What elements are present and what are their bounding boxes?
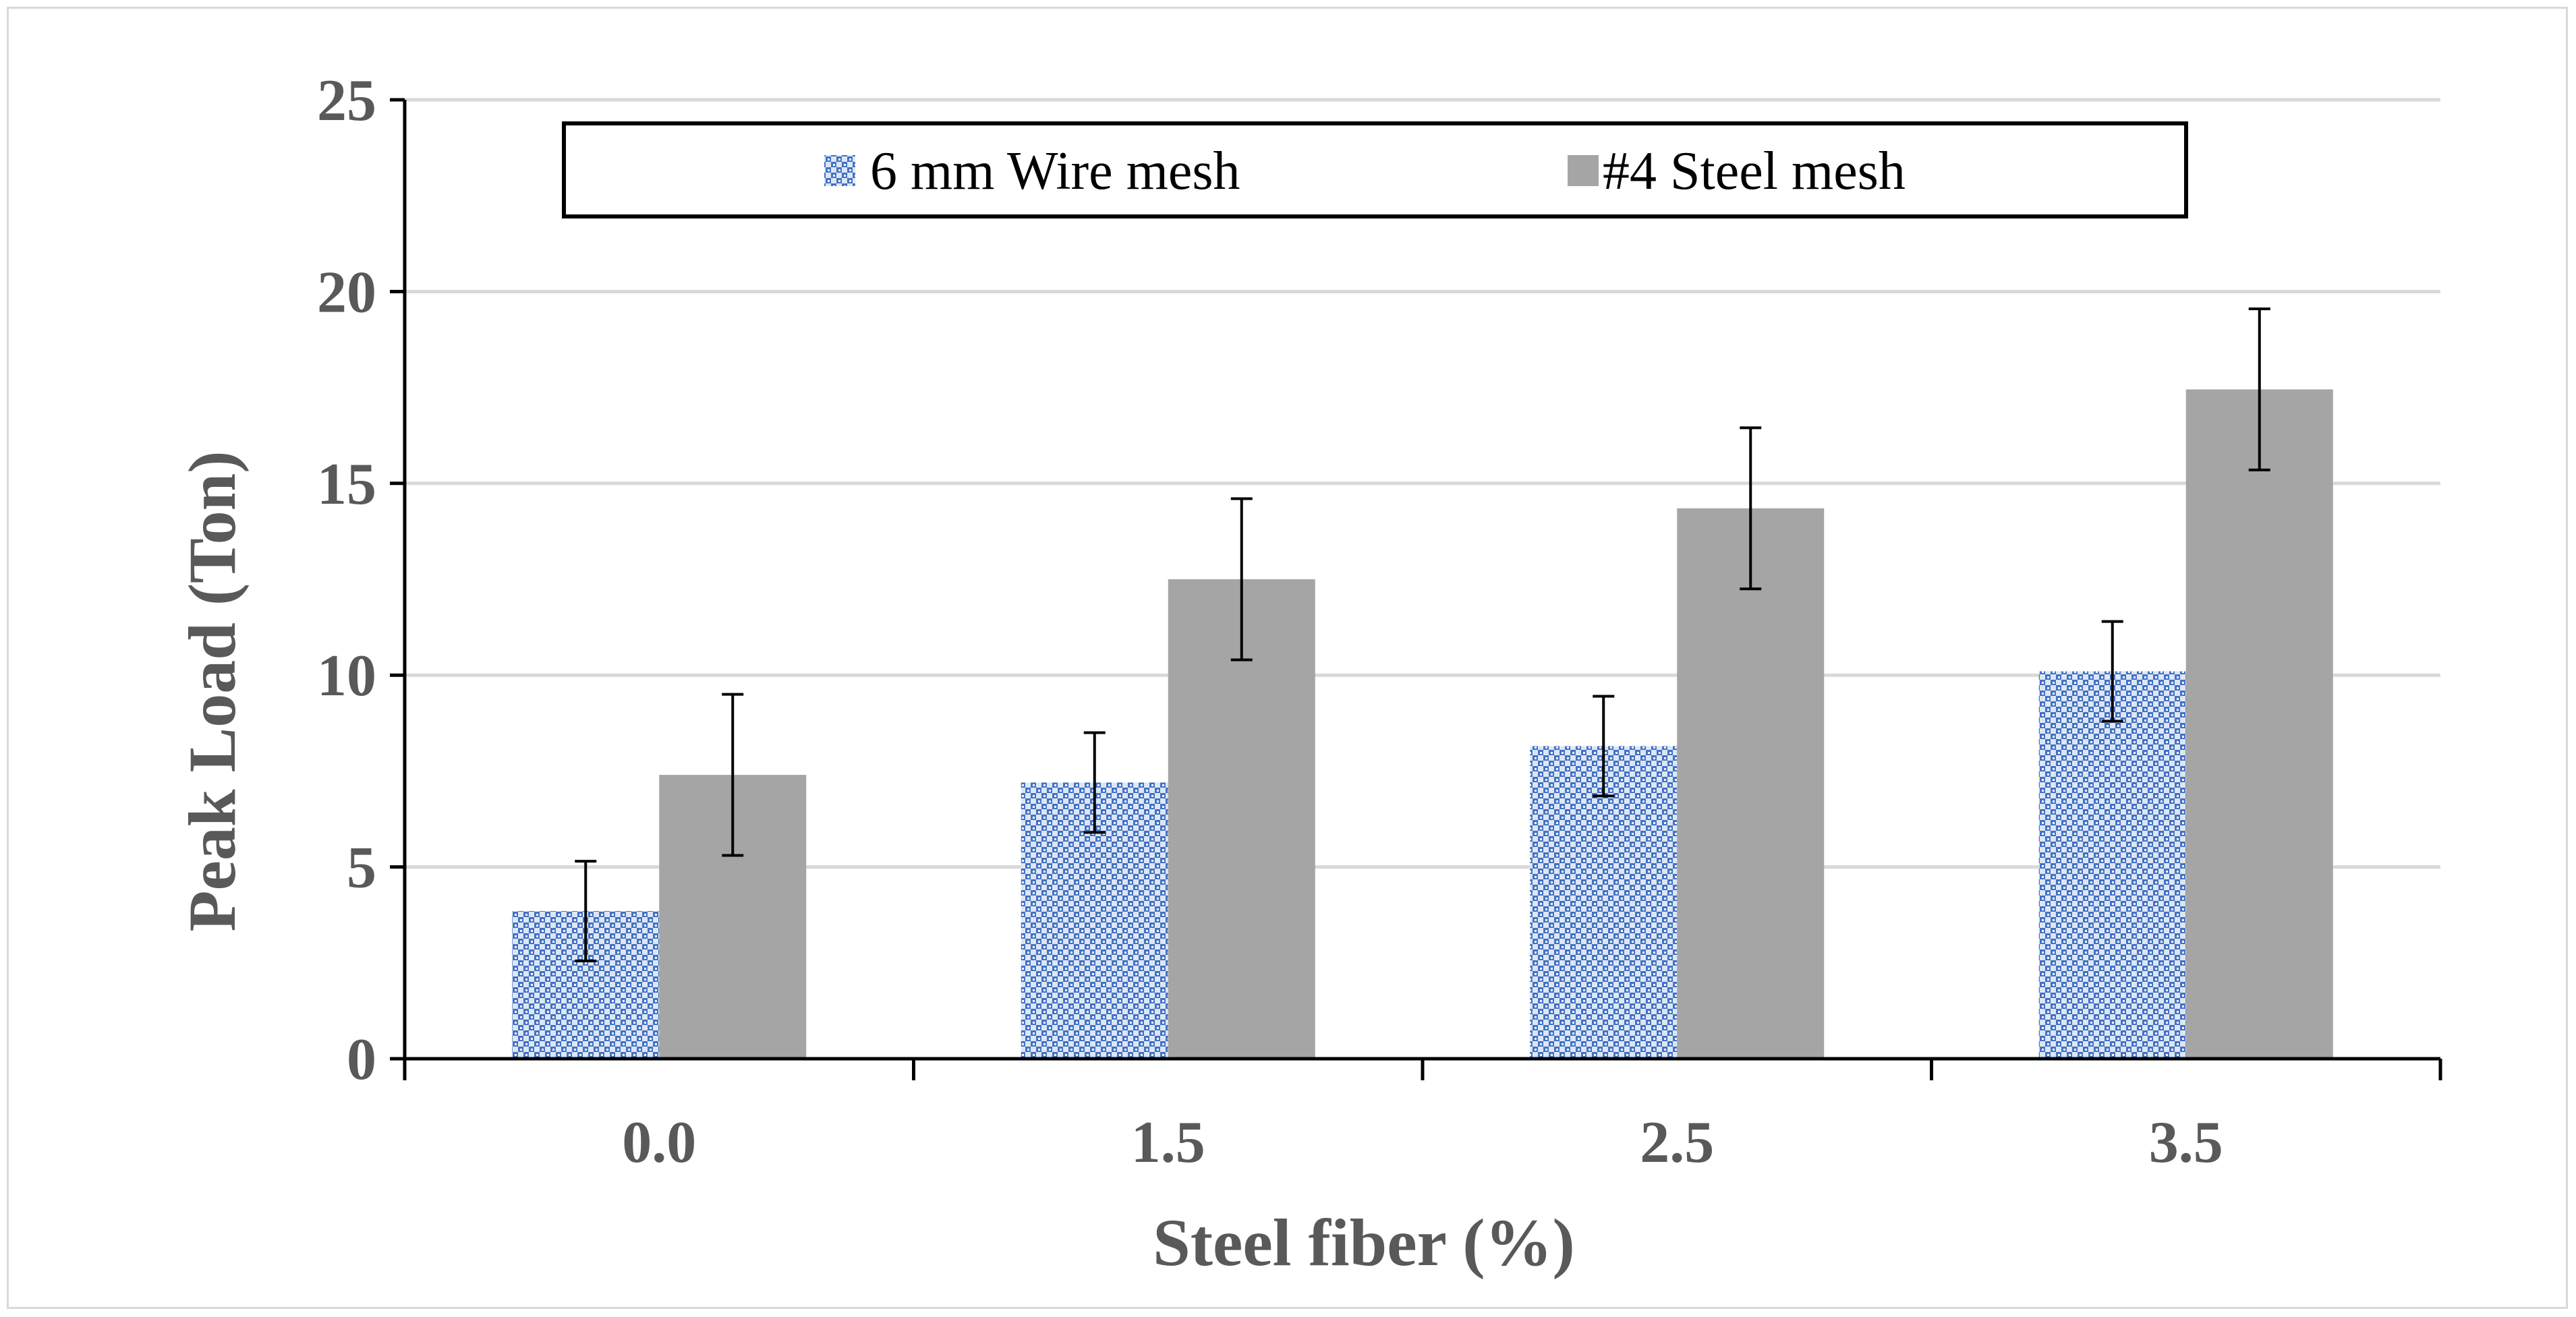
legend-swatch-wire-mesh — [824, 155, 855, 186]
legend: 6 mm Wire mesh #4 Steel mesh — [562, 121, 2188, 218]
bar-wire-mesh-2.5 — [1530, 746, 1678, 1059]
x-tick-labels: 0.0 1.5 2.5 3.5 — [403, 1059, 2442, 1175]
legend-box — [562, 121, 2188, 218]
error-bar-wire-mesh-1.5 — [1083, 731, 1106, 834]
y-tick-label: 20 — [317, 260, 376, 325]
y-axis-title: Peak Load (Ton) — [175, 450, 250, 931]
x-axis-title: Steel fiber (%) — [1153, 1205, 1575, 1280]
legend-label-steel-mesh: #4 Steel mesh — [1603, 142, 1906, 201]
error-bars — [575, 307, 2270, 962]
error-bar-wire-mesh-2.5 — [1593, 695, 1615, 798]
bar-steel-mesh-2.5 — [1677, 508, 1825, 1059]
y-tick-label: 15 — [317, 452, 376, 517]
error-bar-steel-mesh-0.0 — [722, 693, 744, 857]
y-tick-label: 0 — [347, 1027, 376, 1092]
y-tick-label: 25 — [317, 68, 376, 134]
x-tick-label: 1.5 — [1131, 1110, 1205, 1175]
y-tick-label: 10 — [317, 643, 376, 709]
legend-label-wire-mesh: 6 mm Wire mesh — [870, 142, 1240, 201]
bar-wire-mesh-3.5 — [2038, 671, 2186, 1059]
bar-steel-mesh-3.5 — [2185, 389, 2333, 1059]
error-bar-steel-mesh-3.5 — [2248, 307, 2270, 471]
x-tick-label: 3.5 — [2149, 1110, 2223, 1175]
error-bar-steel-mesh-1.5 — [1230, 497, 1253, 662]
x-tick-label: 0.0 — [622, 1110, 696, 1175]
x-tick-label: 2.5 — [1640, 1110, 1714, 1175]
bars — [512, 389, 2333, 1059]
y-tick-label: 5 — [347, 836, 376, 901]
error-bar-wire-mesh-0.0 — [575, 860, 597, 962]
legend-swatch-steel-mesh — [1568, 155, 1599, 186]
y-tick-labels: 0 5 10 15 20 25 — [317, 68, 405, 1092]
error-bar-wire-mesh-3.5 — [2101, 620, 2123, 723]
error-bar-steel-mesh-2.5 — [1740, 426, 1762, 591]
